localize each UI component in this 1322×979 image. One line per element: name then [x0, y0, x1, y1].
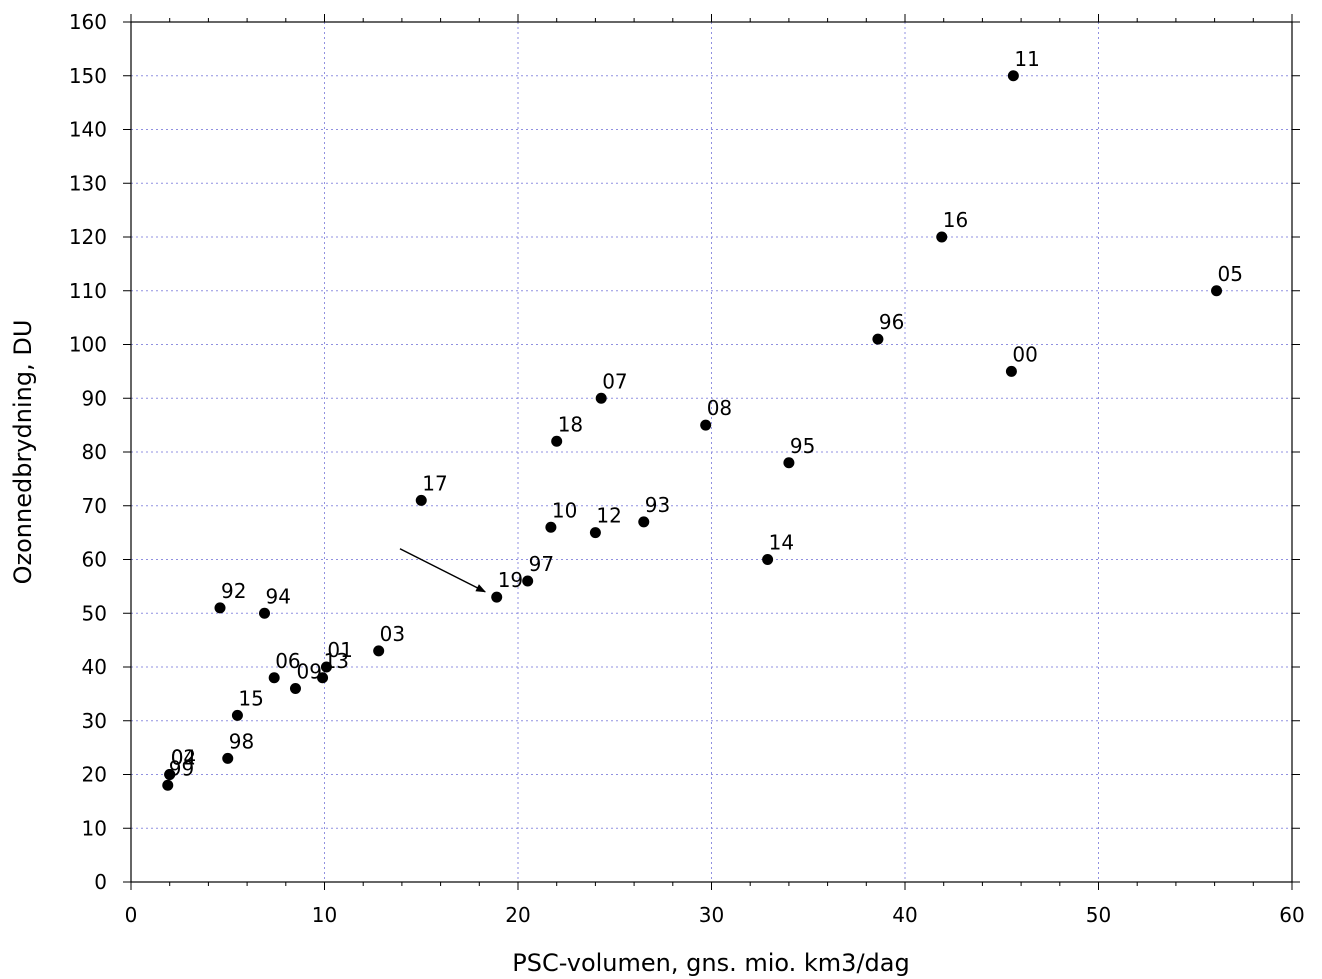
x-tick-label: 50: [1086, 903, 1111, 927]
data-point-96: [872, 333, 884, 345]
data-label-92: 92: [221, 579, 246, 603]
data-label-13: 13: [324, 649, 349, 673]
annotations: [399, 548, 486, 593]
y-tick-label: 140: [69, 118, 107, 142]
x-tick-label: 20: [505, 903, 530, 927]
y-tick-label: 100: [69, 333, 107, 357]
data-label-98: 98: [229, 729, 254, 753]
data-label-93: 93: [645, 493, 670, 517]
data-point-94: [259, 607, 271, 619]
y-tick-label: 80: [82, 440, 107, 464]
x-tick-label: 10: [312, 903, 337, 927]
y-axis-title: Ozonnedbrydning, DU: [9, 320, 37, 585]
data-point-95: [783, 457, 795, 469]
data-label-02: 02: [171, 746, 196, 770]
data-label-95: 95: [790, 434, 815, 458]
data-point-15: [231, 709, 243, 721]
y-tick-label: 20: [82, 763, 107, 787]
y-tick-label: 40: [82, 655, 107, 679]
data-label-03: 03: [380, 622, 405, 646]
data-point-09: [289, 683, 301, 694]
data-point-98: [222, 752, 234, 764]
data-label-97: 97: [529, 552, 554, 576]
x-axis-title: PSC-volumen, gns. mio. km3/dag: [512, 949, 909, 977]
data-label-06: 06: [275, 649, 300, 673]
data-label-08: 08: [707, 396, 732, 420]
data-point-99: [162, 779, 174, 791]
data-label-94: 94: [266, 584, 291, 608]
y-tick-label: 110: [69, 279, 107, 303]
data-label-00: 00: [1012, 342, 1037, 366]
y-tick-label: 50: [82, 601, 107, 625]
data-label-09: 09: [296, 660, 321, 684]
data-point-07: [595, 392, 607, 404]
y-tick-label: 10: [82, 816, 107, 840]
data-point-06: [268, 672, 280, 684]
y-tick-label: 120: [69, 225, 107, 249]
data-label-05: 05: [1218, 262, 1243, 286]
data-point-19: [491, 591, 503, 603]
data-label-10: 10: [552, 498, 577, 522]
data-label-14: 14: [769, 531, 794, 555]
data-label-07: 07: [602, 369, 627, 393]
data-point-14: [762, 554, 774, 565]
data-label-17: 17: [422, 471, 447, 495]
data-label-19: 19: [498, 568, 523, 592]
axis-ticks: 0 10 20 30 40 50 60010203040506070809010011012…: [69, 10, 1305, 927]
data-label-18: 18: [558, 412, 583, 436]
y-tick-label: 0: [94, 870, 107, 894]
data-point-93: [638, 516, 650, 528]
data-point-05: [1211, 285, 1223, 297]
y-tick-label: 70: [82, 494, 107, 518]
data-label-16: 16: [943, 208, 968, 232]
data-point-92: [214, 602, 226, 614]
x-tick-label: 60: [1279, 903, 1304, 927]
x-tick-label: 40: [892, 903, 917, 927]
y-tick-label: 160: [69, 10, 107, 34]
data-point-97: [522, 575, 534, 587]
data-point-08: [700, 419, 712, 431]
data-point-03: [373, 645, 385, 657]
data-point-16: [936, 231, 948, 243]
y-tick-label: 150: [69, 64, 107, 88]
y-tick-label: 60: [82, 548, 107, 572]
data-point-13: [317, 672, 329, 684]
x-tick-label: 30: [699, 903, 724, 927]
grid: [131, 22, 1292, 882]
data-label-01: 01: [327, 638, 352, 662]
data-point-12: [589, 527, 601, 539]
data-label-99: 99: [169, 756, 194, 780]
data-label-15: 15: [238, 686, 263, 710]
annotation-arrow: [399, 548, 486, 593]
x-tick-label: 0: [125, 903, 138, 927]
data-label-96: 96: [879, 310, 904, 334]
y-tick-label: 90: [82, 386, 107, 410]
data-point-01: [320, 661, 332, 673]
data-point-18: [551, 435, 563, 447]
data-point-11: [1007, 70, 1019, 82]
data-point-10: [545, 521, 557, 533]
data-label-11: 11: [1014, 47, 1039, 71]
y-tick-label: 30: [82, 709, 107, 733]
data-point-00: [1005, 365, 1017, 377]
data-point-17: [415, 494, 427, 506]
data-point-04: [164, 769, 176, 780]
data-label-12: 12: [596, 504, 621, 528]
y-tick-label: 130: [69, 171, 107, 195]
data-label-04: 04: [171, 746, 196, 770]
